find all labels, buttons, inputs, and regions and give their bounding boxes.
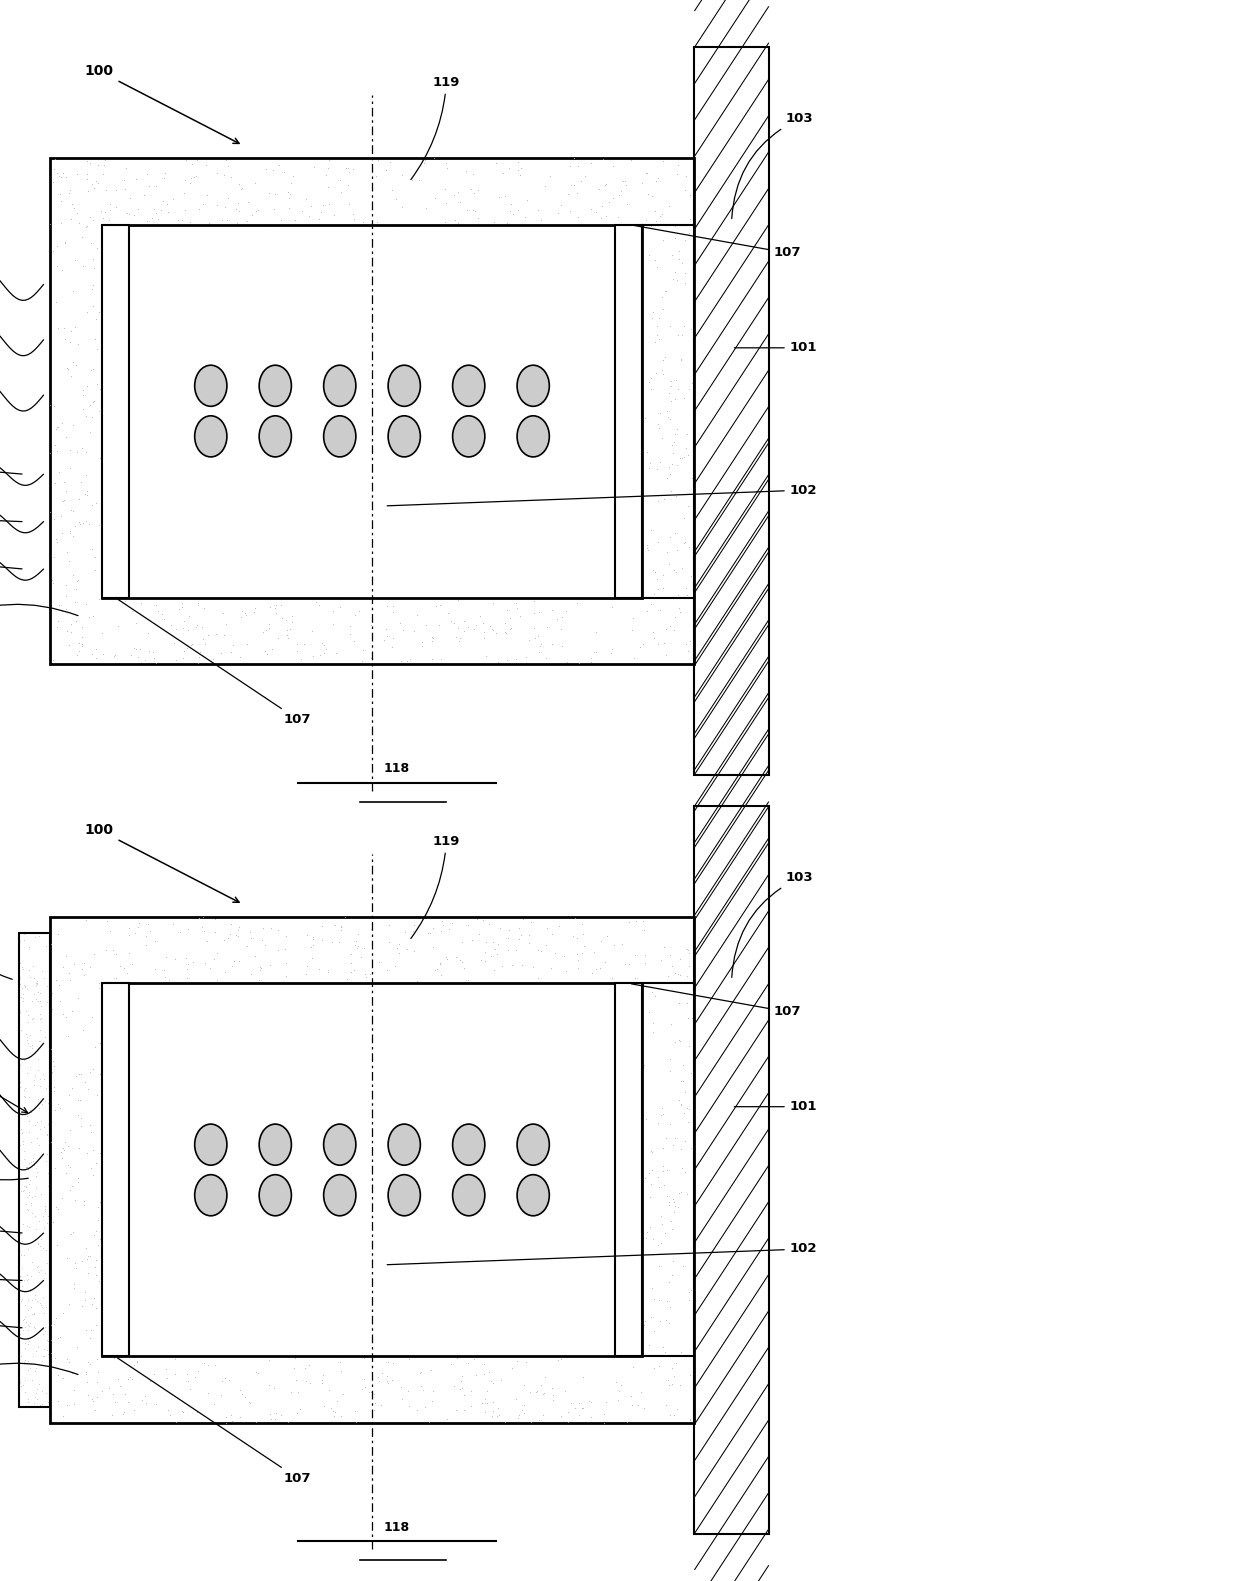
Circle shape xyxy=(259,416,291,457)
Circle shape xyxy=(259,365,291,406)
Text: 103: 103 xyxy=(732,112,813,218)
Circle shape xyxy=(388,365,420,406)
Circle shape xyxy=(453,1124,485,1165)
Circle shape xyxy=(324,416,356,457)
Text: 107: 107 xyxy=(631,225,801,259)
Circle shape xyxy=(259,1175,291,1216)
Circle shape xyxy=(324,1124,356,1165)
Circle shape xyxy=(517,1124,549,1165)
Bar xyxy=(102,983,129,1356)
Bar xyxy=(19,933,50,1407)
Bar xyxy=(694,806,769,1534)
Circle shape xyxy=(259,1124,291,1165)
Text: 100: 100 xyxy=(84,65,239,144)
Circle shape xyxy=(453,365,485,406)
Text: 118: 118 xyxy=(383,1521,410,1534)
Text: 101: 101 xyxy=(734,1100,817,1113)
Text: 104': 104' xyxy=(0,1219,22,1233)
Text: 102: 102 xyxy=(387,1243,817,1265)
Text: 119: 119 xyxy=(410,835,460,939)
Circle shape xyxy=(453,1175,485,1216)
Circle shape xyxy=(388,416,420,457)
Text: 119: 119 xyxy=(410,76,460,180)
Circle shape xyxy=(388,1124,420,1165)
Text: 104: 104 xyxy=(0,547,22,569)
Bar xyxy=(694,47,769,775)
Text: 108: 108 xyxy=(0,879,12,979)
Text: 104': 104' xyxy=(0,460,22,474)
Text: 114: 114 xyxy=(0,1148,29,1179)
Text: 104": 104" xyxy=(0,1271,22,1284)
Bar xyxy=(50,158,694,664)
Bar xyxy=(615,225,642,598)
Bar xyxy=(615,983,642,1356)
Circle shape xyxy=(517,1175,549,1216)
Text: 110: 110 xyxy=(0,1006,27,1113)
Circle shape xyxy=(195,416,227,457)
Circle shape xyxy=(195,365,227,406)
Bar xyxy=(50,917,694,1423)
Bar xyxy=(102,225,129,598)
Text: 107: 107 xyxy=(631,983,801,1018)
Text: 101: 101 xyxy=(734,341,817,354)
Bar xyxy=(102,983,642,1356)
Text: 103: 103 xyxy=(732,871,813,977)
Text: 104": 104" xyxy=(0,512,22,525)
Text: 107: 107 xyxy=(118,1358,311,1485)
Circle shape xyxy=(517,416,549,457)
Circle shape xyxy=(453,416,485,457)
Circle shape xyxy=(517,365,549,406)
Circle shape xyxy=(324,1175,356,1216)
Text: 107: 107 xyxy=(118,599,311,726)
Text: 106: 106 xyxy=(0,1363,78,1398)
Text: 100: 100 xyxy=(84,824,239,903)
Text: 118: 118 xyxy=(383,762,410,775)
Text: 104: 104 xyxy=(0,1306,22,1328)
Circle shape xyxy=(388,1175,420,1216)
Circle shape xyxy=(195,1175,227,1216)
Text: 102: 102 xyxy=(387,484,817,506)
Circle shape xyxy=(195,1124,227,1165)
Text: 106: 106 xyxy=(0,604,78,639)
Circle shape xyxy=(324,365,356,406)
Bar xyxy=(102,225,642,598)
